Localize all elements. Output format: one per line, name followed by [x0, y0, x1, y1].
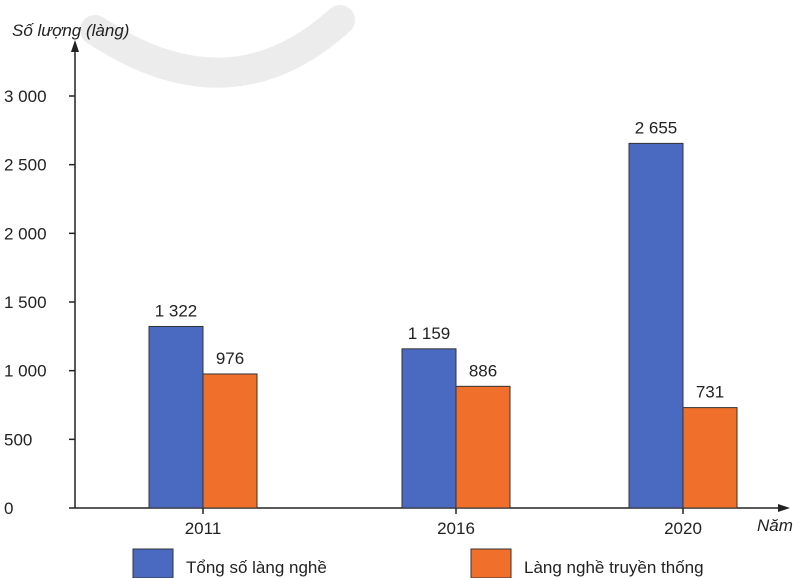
x-tick-label: 2011 — [185, 519, 222, 538]
y-tick-label: 2 000 — [4, 224, 47, 243]
legend-swatch-traditional — [470, 548, 512, 578]
data-label-series-1-2020: 2 655 — [635, 118, 678, 137]
data-label-series-1-2011: 1 322 — [155, 301, 198, 320]
bar-series-1-2011 — [148, 325, 204, 509]
legend-label-total: Tổng số làng nghề — [186, 558, 327, 577]
y-axis-title: Số lượng (làng) — [12, 21, 129, 40]
legend: Tổng số làng nghề Làng nghề truyền thống — [132, 548, 704, 578]
y-tick-label: 0 — [4, 499, 13, 518]
bar-series-2-2011 — [202, 373, 258, 509]
y-tick-label: 500 — [4, 430, 32, 449]
data-label-series-2-2016: 886 — [469, 361, 497, 380]
bar-series-1-2020 — [628, 142, 684, 509]
bar-series-2-2016 — [455, 385, 511, 509]
x-tick-label: 2020 — [664, 519, 702, 538]
bars — [148, 142, 738, 509]
data-label-series-1-2016: 1 159 — [408, 324, 451, 343]
legend-swatch-total — [132, 548, 174, 578]
background-watermark-arc — [80, 5, 355, 88]
legend-label-traditional: Làng nghề truyền thống — [524, 558, 704, 577]
y-tick-label: 3 000 — [4, 87, 47, 106]
y-tick-label: 1 500 — [4, 293, 47, 312]
x-axis-title: Năm — [757, 516, 793, 535]
data-labels: 1 322 976 1 159 886 2 655 731 — [155, 118, 724, 401]
y-tick-label: 2 500 — [4, 156, 47, 175]
y-ticks: 0 500 1 000 1 500 2 000 2 500 3 000 — [4, 87, 75, 518]
x-axis-arrow — [778, 504, 790, 512]
data-label-series-2-2011: 976 — [216, 349, 244, 368]
y-tick-label: 1 000 — [4, 362, 47, 381]
y-axis-arrow — [71, 40, 79, 52]
x-tick-label: 2016 — [437, 519, 475, 538]
data-label-series-2-2020: 731 — [696, 383, 724, 402]
bar-series-2-2020 — [682, 407, 738, 509]
x-ticks: 2011 2016 2020 — [185, 508, 702, 538]
bar-series-1-2016 — [401, 348, 457, 509]
